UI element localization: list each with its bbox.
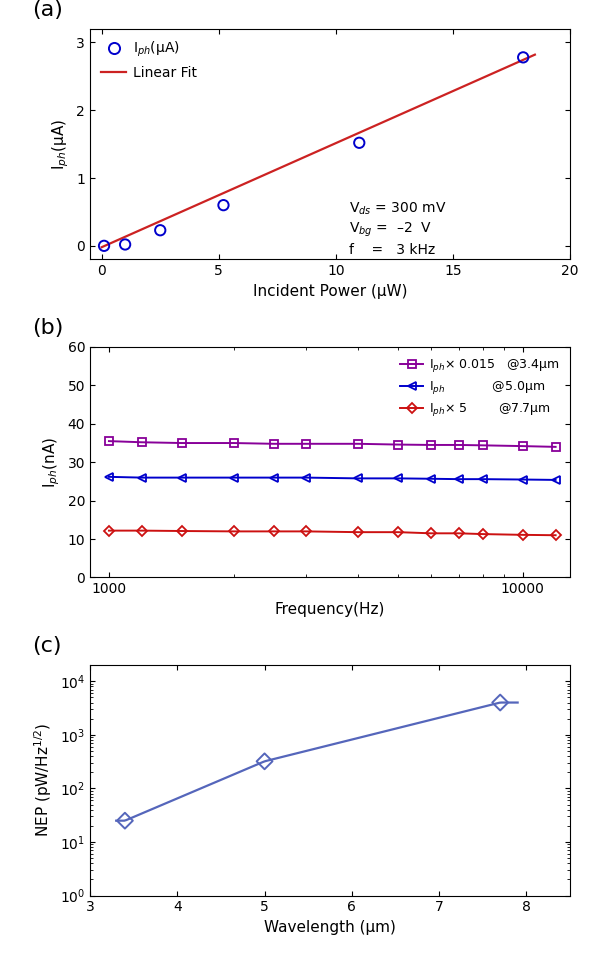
X-axis label: Incident Power (μW): Incident Power (μW) [253,284,407,299]
Text: (a): (a) [32,0,63,19]
Y-axis label: I$_{ph}$(μA): I$_{ph}$(μA) [50,118,71,169]
Text: (c): (c) [32,636,62,656]
Point [120,813,130,828]
Point [260,754,269,769]
Point [496,695,505,711]
Text: V$_{ds}$ = 300 mV: V$_{ds}$ = 300 mV [349,200,446,217]
Y-axis label: I$_{ph}$(nA): I$_{ph}$(nA) [41,436,62,488]
Point [121,237,130,252]
Point [155,222,165,238]
Legend: I$_{ph}$(μA), Linear Fit: I$_{ph}$(μA), Linear Fit [97,36,201,85]
X-axis label: Wavelength (μm): Wavelength (μm) [264,920,396,935]
Text: V$_{bg}$ =  –2  V: V$_{bg}$ = –2 V [349,221,433,239]
X-axis label: Frequency(Hz): Frequency(Hz) [275,602,385,617]
Y-axis label: NEP (pW/Hz$^{1/2}$): NEP (pW/Hz$^{1/2}$) [32,723,54,838]
Point [218,197,228,213]
Point [355,135,364,150]
Text: f    =   3 kHz: f = 3 kHz [349,244,436,257]
Text: (b): (b) [32,318,64,338]
Point [518,50,528,65]
Legend: I$_{ph}$× 0.015   @3.4μm, I$_{ph}$            @5.0μm, I$_{ph}$× 5        @7.7μm: I$_{ph}$× 0.015 @3.4μm, I$_{ph}$ @5.0μm,… [397,353,564,422]
Point [99,238,109,253]
